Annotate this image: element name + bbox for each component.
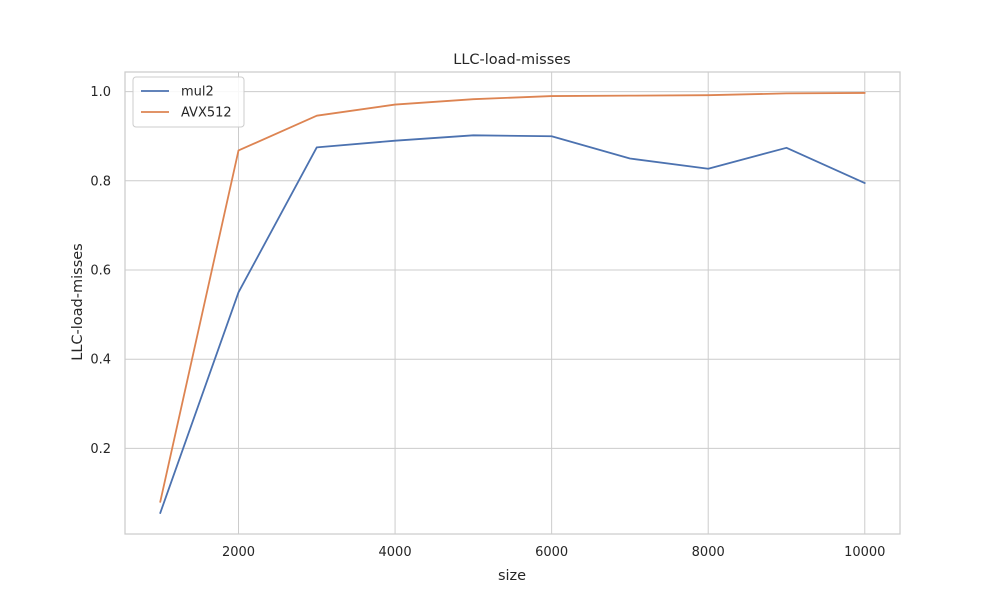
x-tick-label: 6000 xyxy=(535,545,568,560)
plot-area xyxy=(125,72,900,534)
y-tick-label: 0.6 xyxy=(90,264,111,279)
legend: mul2 AVX512 xyxy=(132,76,245,128)
series-line-mul2 xyxy=(159,134,866,514)
y-axis-ticks: 0.2 0.4 0.6 0.8 1.0 xyxy=(90,85,111,457)
y-tick-label: 0.4 xyxy=(90,353,111,368)
y-tick-label: 0.8 xyxy=(90,174,111,189)
chart-title: LLC-load-misses xyxy=(453,52,570,68)
series-line-avx512 xyxy=(159,92,866,503)
legend-label-avx512: AVX512 xyxy=(181,106,232,121)
plot-frame xyxy=(124,71,901,535)
x-axis-label: size xyxy=(498,568,526,584)
grid-lines xyxy=(125,72,900,534)
legend-label-mul2: mul2 xyxy=(181,85,214,100)
y-axis-label: LLC-load-misses xyxy=(70,243,86,360)
x-tick-label: 10000 xyxy=(844,545,885,560)
y-tick-label: 1.0 xyxy=(90,85,111,100)
x-tick-label: 4000 xyxy=(379,545,412,560)
x-axis-ticks: 2000 4000 6000 8000 10000 xyxy=(222,545,885,560)
x-tick-label: 8000 xyxy=(692,545,725,560)
x-tick-label: 2000 xyxy=(222,545,255,560)
series-lines xyxy=(159,92,866,514)
legend-box xyxy=(132,76,245,128)
y-tick-label: 0.2 xyxy=(90,442,111,457)
